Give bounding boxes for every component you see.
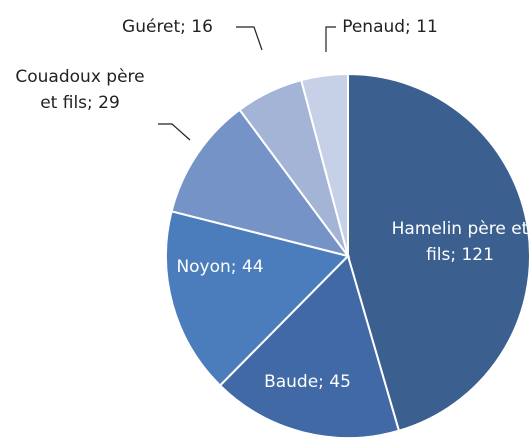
data-label: Guéret; 16 [122,17,213,37]
data-label: Penaud; 11 [342,17,438,37]
leader-line [325,26,336,52]
data-label: Noyon; 44 [176,257,264,277]
data-label: Hamelin père et fils; 121 [391,219,529,265]
leader-line [158,123,191,141]
pie-slice [300,72,349,257]
data-label: Couadoux père et fils; 29 [15,67,145,113]
pie-slice [218,254,401,439]
pie-slice [170,108,351,258]
pie-slice [165,210,350,387]
leader-line [236,26,263,51]
data-label: Baude; 45 [264,372,351,392]
pie-slice [347,72,531,432]
